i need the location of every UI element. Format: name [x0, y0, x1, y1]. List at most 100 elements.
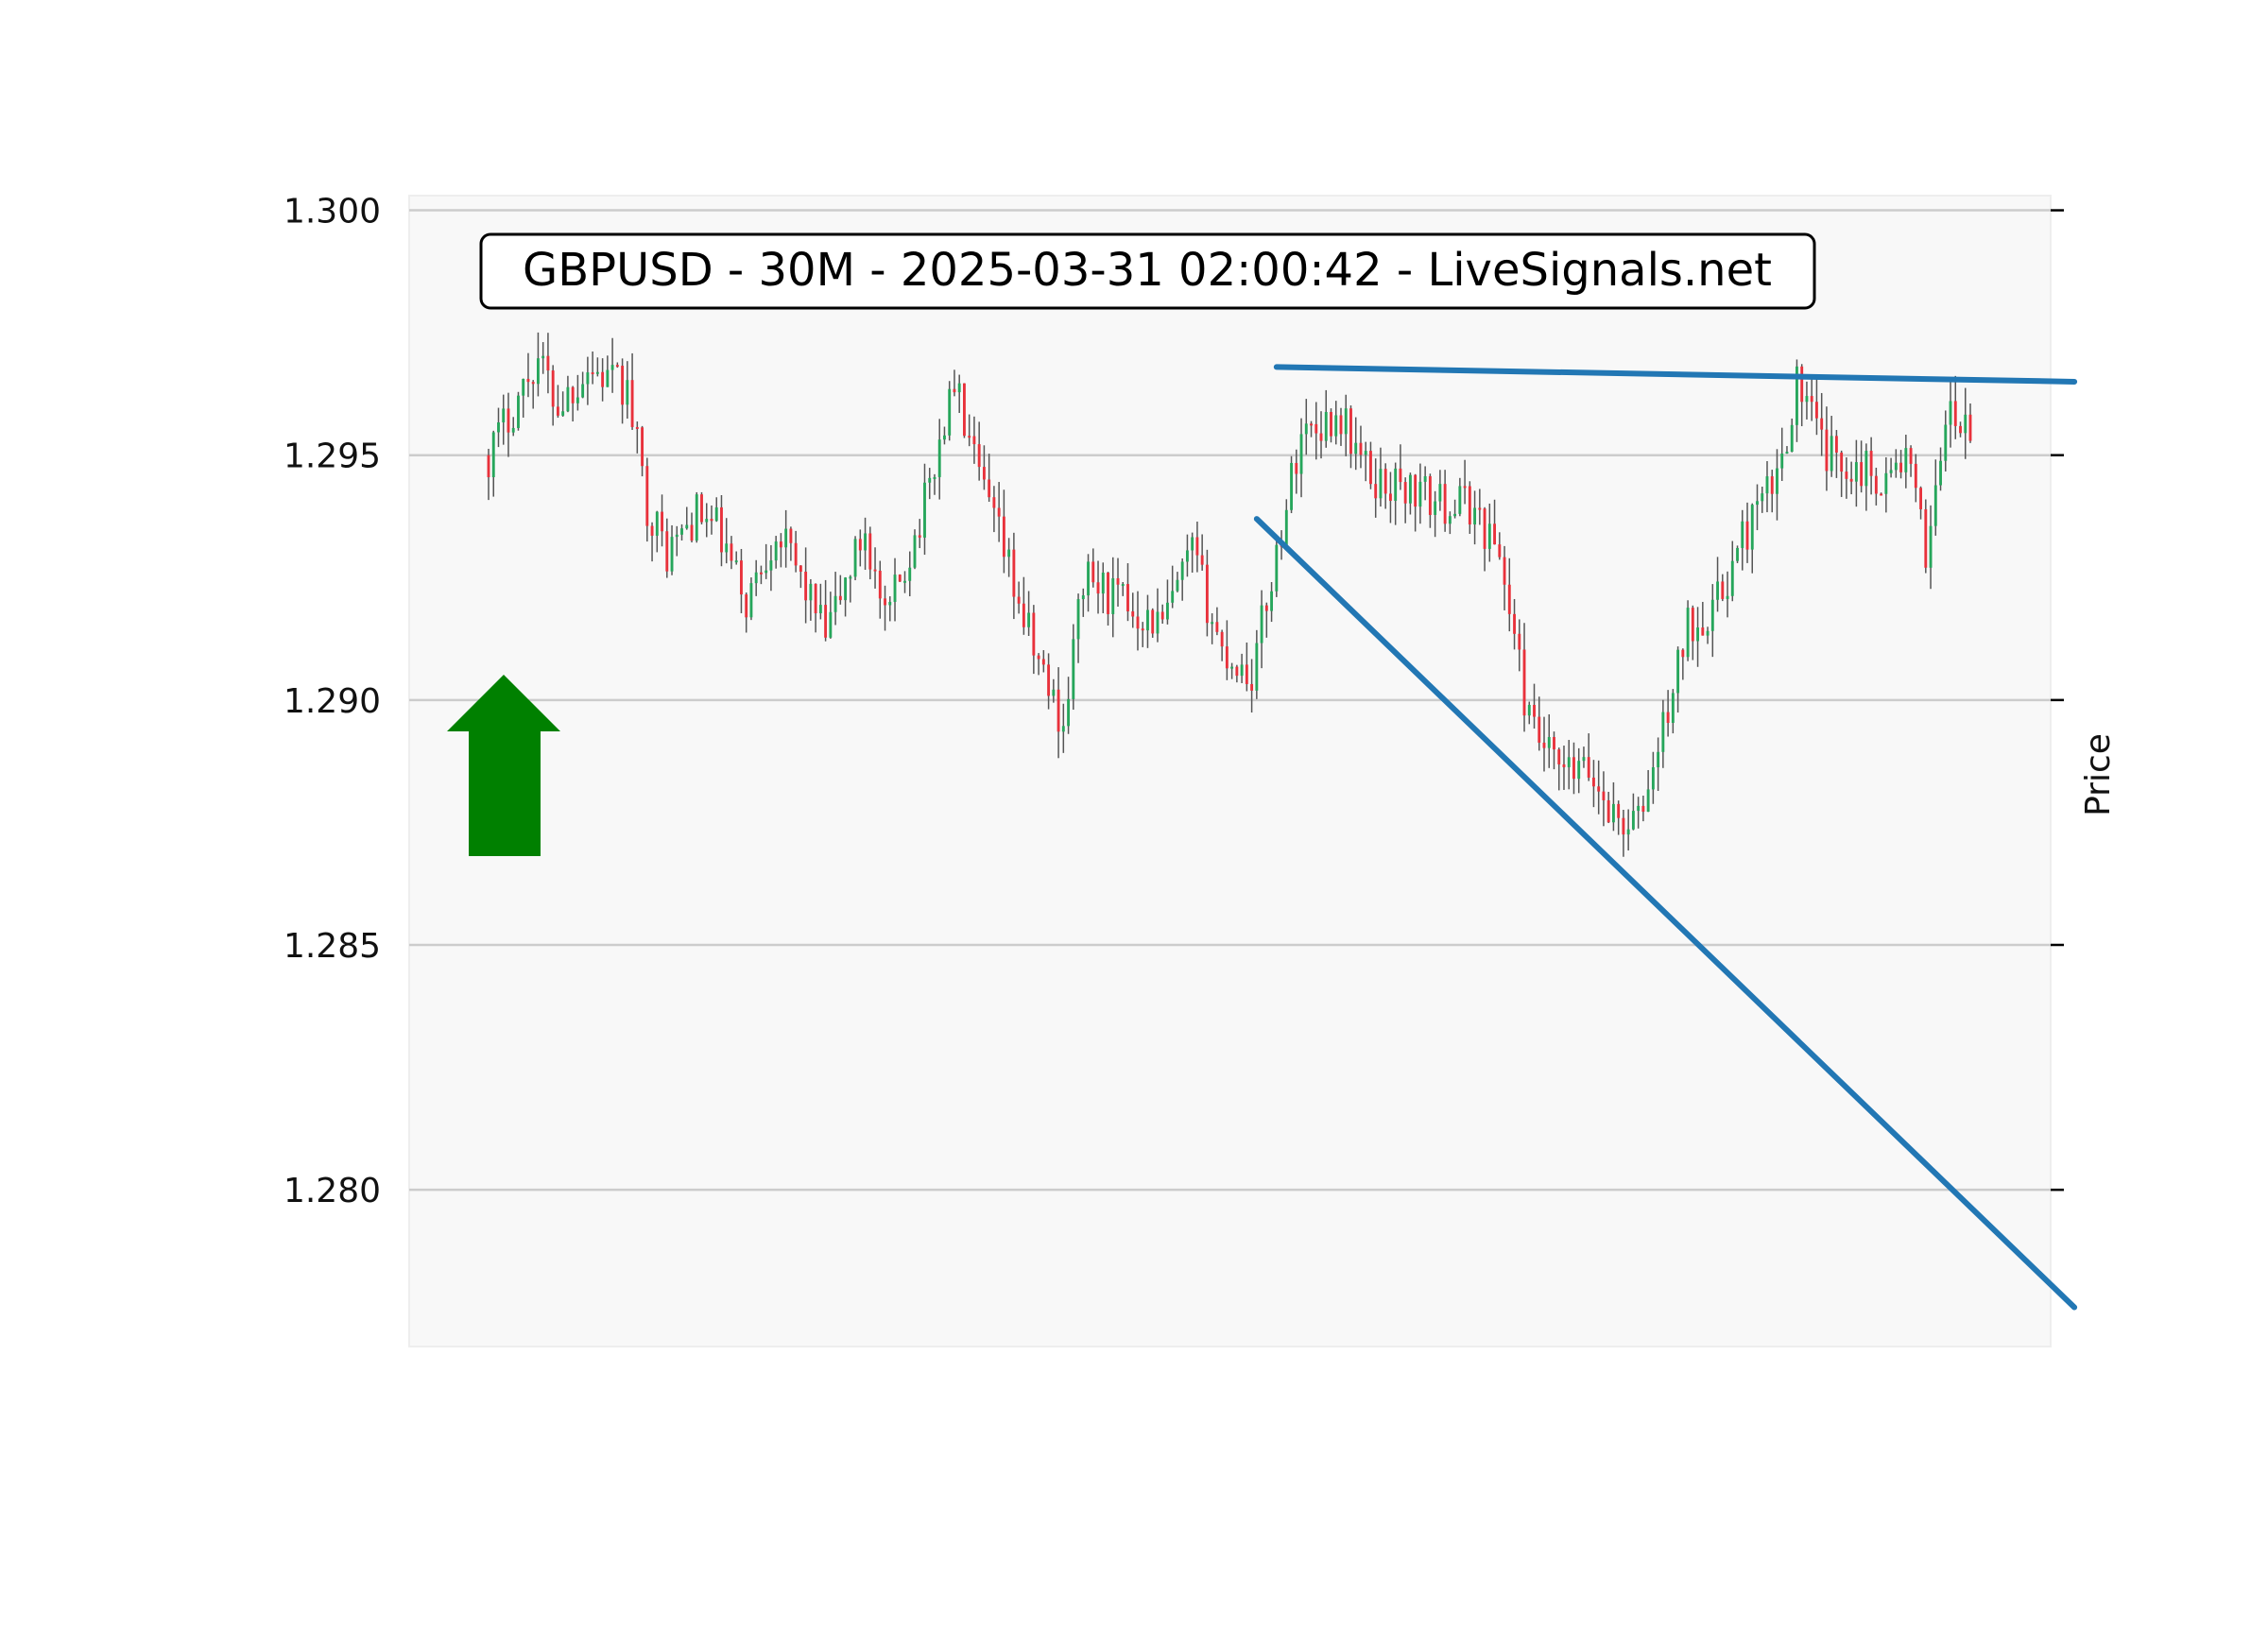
- candle-body: [1790, 424, 1794, 453]
- candle-body: [670, 537, 674, 572]
- trendlines: [1253, 364, 2078, 1311]
- candle-body: [1116, 577, 1120, 585]
- candle-body: [1919, 488, 1922, 509]
- candle-body: [1017, 596, 1021, 604]
- candle-body: [933, 476, 936, 479]
- candle-body: [765, 570, 768, 574]
- candle-body: [1661, 712, 1665, 752]
- candle-body: [1924, 508, 1928, 568]
- candle-body: [1399, 468, 1402, 483]
- chart-title-box: GBPUSD - 30M - 2025-03-31 02:00:42 - Liv…: [479, 232, 1816, 310]
- candle-body: [591, 372, 594, 375]
- candle-body: [1290, 462, 1293, 510]
- candle-body: [725, 543, 729, 553]
- candle-body: [1874, 475, 1878, 494]
- candle-body: [1904, 448, 1908, 472]
- candle-body: [1622, 817, 1625, 835]
- candle-body: [1736, 547, 1739, 561]
- candle-body: [1864, 451, 1868, 487]
- candle-body: [576, 397, 579, 403]
- candle-body: [1830, 436, 1833, 472]
- candle-body: [1374, 484, 1378, 499]
- y-axis-label: Price: [2079, 733, 2118, 816]
- candle-body: [1953, 401, 1957, 426]
- candle-body: [1533, 704, 1536, 717]
- candle-body: [1339, 415, 1343, 435]
- candle-body: [1195, 537, 1199, 556]
- candle-body: [913, 535, 917, 568]
- candle-body: [1592, 777, 1595, 787]
- candle-body: [1211, 622, 1214, 625]
- candle-body: [1111, 577, 1115, 614]
- candle-body: [1171, 591, 1175, 603]
- candle-body: [695, 494, 698, 541]
- candle-body: [502, 408, 506, 422]
- candle-body: [745, 594, 748, 618]
- candle-body: [710, 519, 713, 522]
- candle-body: [1330, 411, 1332, 437]
- candle-body: [1478, 507, 1482, 510]
- candle-body: [1131, 611, 1135, 617]
- candle-body: [1676, 649, 1680, 694]
- candle-body: [1796, 366, 1798, 425]
- candle-body: [903, 580, 906, 583]
- candle-body: [630, 380, 634, 427]
- candle-body: [1939, 460, 1942, 486]
- candle-body: [1964, 414, 1967, 434]
- candle-body: [1909, 448, 1913, 464]
- candle-body: [1260, 605, 1263, 643]
- candle-body: [661, 511, 663, 532]
- candle-body: [833, 595, 837, 612]
- candle-body: [680, 528, 683, 535]
- candle-body: [1889, 470, 1893, 473]
- candle-body: [1061, 726, 1065, 732]
- candle-body: [1225, 646, 1228, 669]
- candle-body: [1553, 736, 1555, 750]
- candle-body: [610, 365, 614, 370]
- candle-body: [1513, 613, 1516, 634]
- candle-body: [1696, 627, 1700, 642]
- candle-body: [566, 386, 570, 412]
- candle-body: [655, 511, 659, 536]
- candle-body: [1810, 396, 1813, 403]
- candle-body: [1805, 396, 1809, 403]
- candle-body: [968, 436, 971, 438]
- candle-body: [1185, 550, 1189, 562]
- candle-body: [749, 583, 753, 618]
- candle-body: [1631, 811, 1635, 830]
- candle-body: [893, 575, 897, 602]
- candle-body: [1756, 501, 1759, 506]
- candle-body: [779, 541, 782, 548]
- candle-body: [957, 383, 961, 393]
- candle-body: [794, 542, 798, 566]
- candle-body: [690, 524, 694, 541]
- candle-body: [1334, 415, 1338, 437]
- candle-body: [1304, 423, 1308, 435]
- candle-body: [943, 435, 946, 440]
- candle-body: [997, 507, 1001, 517]
- candle-body: [878, 570, 882, 599]
- candle-body: [948, 388, 952, 436]
- candle-body: [626, 380, 629, 405]
- candle-body: [571, 386, 575, 403]
- candle-body: [1765, 476, 1769, 494]
- candle-body: [606, 369, 610, 387]
- candle-body: [720, 506, 723, 553]
- candle-body: [1750, 505, 1754, 550]
- candle-body: [1344, 408, 1348, 435]
- candle-body: [1657, 751, 1660, 768]
- candle-body: [868, 533, 872, 570]
- candle-body: [586, 372, 590, 385]
- candle-body: [1284, 509, 1288, 547]
- candle-body: [1840, 452, 1844, 472]
- candle-body: [1518, 633, 1521, 650]
- candle-body: [988, 479, 991, 498]
- candle-body: [511, 427, 515, 433]
- candle-body: [1146, 609, 1149, 631]
- candle-body: [1081, 595, 1085, 600]
- candle-body: [888, 601, 892, 606]
- candle-body: [1741, 521, 1744, 548]
- candle-body: [1606, 799, 1610, 823]
- candle-body: [1944, 424, 1948, 461]
- candle-body: [1052, 689, 1056, 696]
